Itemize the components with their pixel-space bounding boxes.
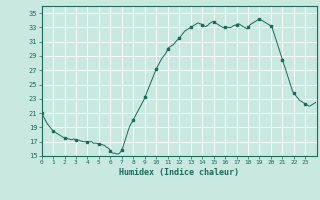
X-axis label: Humidex (Indice chaleur): Humidex (Indice chaleur) [119,168,239,177]
